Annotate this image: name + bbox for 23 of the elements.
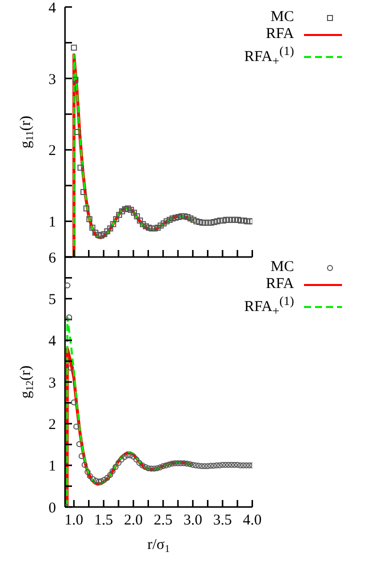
- x-tick-label: 2.5: [154, 512, 172, 529]
- legend-label: MC: [270, 259, 294, 276]
- y-tick-label: 2: [48, 143, 56, 160]
- x-tick-label: 1.5: [94, 512, 114, 529]
- y-tick-label: 6: [48, 250, 56, 266]
- y-tick-label: 4: [48, 0, 56, 16]
- y-tick-label: 3: [48, 375, 56, 392]
- legend-label: RFA: [266, 276, 294, 293]
- legend-label: RFA: [266, 26, 294, 43]
- x-axis-title: r/σ$_{1}$: [147, 537, 170, 556]
- y-tick-label: 0: [48, 500, 56, 516]
- y-tick-label: 4: [48, 334, 56, 350]
- y-tick-label: 2: [48, 416, 56, 433]
- y-tick-label: 1: [48, 458, 56, 475]
- x-tick-label: 2.0: [124, 512, 143, 529]
- x-tick-label: 3.0: [183, 512, 202, 529]
- x-tick-label: 1.0: [64, 512, 84, 529]
- y-tick-label: 3: [48, 72, 56, 88]
- y-tick-label: 5: [48, 292, 56, 308]
- x-tick-label: 3.5: [213, 512, 232, 529]
- x-tick-label: 4.0: [242, 512, 262, 529]
- y-tick-label: 1: [48, 214, 56, 231]
- legend-label: MC: [270, 9, 294, 26]
